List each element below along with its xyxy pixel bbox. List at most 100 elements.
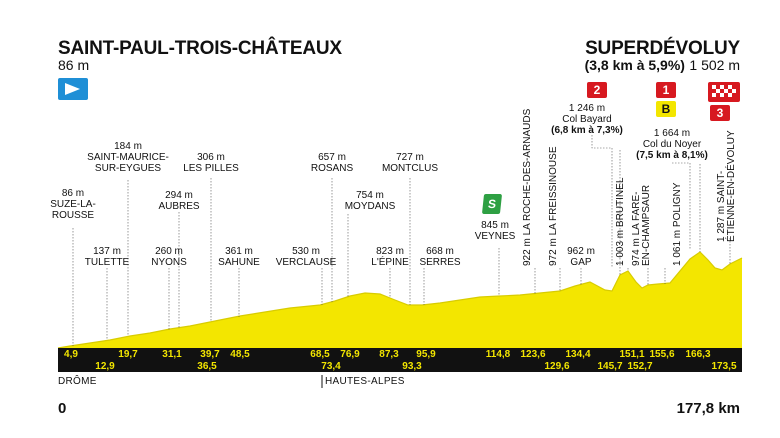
- place-altitude: 962 m: [567, 246, 595, 257]
- place-brutinel: 1 003 m BRUTINEL: [615, 178, 626, 266]
- climb-stats: (7,5 km à 8,1%): [636, 150, 708, 161]
- km-marker: 173,5: [711, 361, 737, 372]
- cat2-label: 2: [593, 83, 601, 97]
- place-altitude: 727 m: [396, 152, 424, 163]
- place-altitude: 845 m: [481, 220, 509, 231]
- finish-info: (3,8 km à 5,9%) 1 502 m: [585, 57, 740, 75]
- place-la-freissinouse: 972 m LA FREISSINOUSE: [548, 147, 559, 267]
- km-marker: 4,9: [64, 349, 78, 360]
- finish-flag-icon: [708, 82, 740, 102]
- place-lepine: 823 m L'ÉPINE: [371, 246, 408, 268]
- place-altitude: 294 m: [165, 190, 193, 201]
- place-altitude: 1 664 m: [653, 128, 691, 139]
- km-marker: 19,7: [118, 349, 138, 360]
- place-altitude: 972 m: [548, 238, 559, 266]
- start-flag-icon: [58, 78, 88, 100]
- km-marker: 114,8: [485, 349, 511, 360]
- place-les-pilles: 306 m LES PILLES: [183, 152, 239, 174]
- place-name: SAINT-MAURICE- SUR-EYGUES: [87, 152, 169, 174]
- place-saint-etienne: 1 287 m SAINT- ÉTIENNE-EN-DÉVOLUY: [716, 130, 737, 242]
- place-name: SERRES: [419, 257, 461, 268]
- place-altitude: 657 m: [318, 152, 346, 163]
- finish-altitude: 1 502 m: [689, 57, 740, 73]
- place-name: MOYDANS: [344, 201, 396, 212]
- place-col-du-noyer: 1 664 m Col du Noyer (7,5 km à 8,1%): [636, 128, 708, 161]
- km-marker: 48,5: [230, 349, 250, 360]
- place-name: MONTCLUS: [381, 163, 439, 174]
- place-name: GAP: [570, 257, 592, 268]
- start-km: 0: [58, 400, 67, 417]
- km-marker: 151,1: [619, 349, 645, 360]
- place-altitude: 1 003 m: [615, 229, 626, 266]
- start-town-title: SAINT-PAUL-TROIS-CHÂTEAUX: [58, 38, 342, 59]
- km-marker: 39,7: [200, 349, 220, 360]
- place-name: VERCLAUSE: [275, 257, 337, 268]
- km-marker: 134,4: [565, 349, 591, 360]
- place-aubres: 294 m AUBRES: [158, 190, 199, 212]
- km-marker: 95,9: [416, 349, 436, 360]
- place-nyons: 260 m NYONS: [151, 246, 187, 268]
- place-altitude: 361 m: [225, 246, 253, 257]
- km-marker: 155,6: [649, 349, 675, 360]
- place-veynes: 845 m VEYNES: [475, 220, 516, 242]
- total-distance: 177,8 km: [676, 400, 740, 417]
- region-drome: DRÔME: [58, 376, 97, 387]
- km-marker: 76,9: [340, 349, 360, 360]
- place-altitude: 754 m: [356, 190, 384, 201]
- place-serres: 668 m SERRES: [419, 246, 460, 268]
- place-altitude: 184 m: [114, 141, 142, 152]
- finish-town-title: SUPERDÉVOLUY: [585, 38, 740, 59]
- start-altitude: 86 m: [58, 57, 90, 73]
- km-scale-bar: [58, 348, 742, 372]
- km-marker: 87,3: [379, 349, 399, 360]
- place-altitude: 530 m: [292, 246, 320, 257]
- km-marker: 152,7: [627, 361, 653, 372]
- profile-area: [58, 252, 742, 348]
- place-altitude: 922 m: [522, 238, 533, 266]
- place-altitude: 306 m: [197, 152, 225, 163]
- place-altitude: 823 m: [376, 246, 404, 257]
- place-name: ROSANS: [310, 163, 354, 174]
- km-marker: 129,6: [544, 361, 570, 372]
- place-name: LES PILLES: [183, 163, 239, 174]
- km-marker: 36,5: [197, 361, 217, 372]
- place-name: SUZE-LA- ROUSSE: [50, 199, 96, 221]
- place-altitude: 668 m: [426, 246, 454, 257]
- place-altitude: 260 m: [155, 246, 183, 257]
- climb-cat2-icon: 2: [587, 82, 607, 98]
- km-marker: 166,3: [685, 349, 711, 360]
- place-name: L'ÉPINE: [371, 257, 409, 268]
- km-marker: 73,4: [321, 361, 341, 372]
- place-altitude: 1 246 m: [568, 103, 606, 114]
- place-saint-maurice: 184 m SAINT-MAURICE- SUR-EYGUES: [87, 141, 169, 174]
- place-rosans: 657 m ROSANS: [311, 152, 353, 174]
- place-sahune: 361 m SAHUNE: [218, 246, 260, 268]
- place-name: LA FREISSINOUSE: [548, 146, 559, 236]
- place-poligny: 1 061 m POLIGNY: [672, 183, 683, 266]
- finish-climb: (3,8 km à 5,9%): [584, 57, 685, 73]
- km-marker: 68,5: [310, 349, 330, 360]
- place-name: AUBRES: [158, 201, 200, 212]
- place-name: POLIGNY: [672, 182, 683, 228]
- place-name: BRUTINEL: [615, 177, 626, 228]
- place-name: Col Bayard: [562, 114, 612, 125]
- climb-stats: (6,8 km à 7,3%): [551, 125, 623, 136]
- bonus-label: B: [661, 102, 671, 116]
- place-altitude: 1 061 m: [672, 229, 683, 266]
- place-altitude: 86 m: [61, 188, 85, 199]
- place-name: Col du Noyer: [642, 139, 702, 150]
- place-name: NYONS: [151, 257, 187, 268]
- place-montclus: 727 m MONTCLUS: [382, 152, 438, 174]
- place-la-fare: 974 m LA FARE- EN-CHAMPSAUR: [631, 185, 652, 266]
- cat3-label: 3: [716, 106, 724, 120]
- place-moydans: 754 m MOYDANS: [345, 190, 396, 212]
- place-la-roche-des-arnauds: 922 m LA ROCHE-DES-ARNAUDS: [522, 109, 533, 266]
- climb-cat1-icon: 1: [656, 82, 676, 98]
- km-marker: 123,6: [520, 349, 546, 360]
- place-name: LA ROCHE-DES-ARNAUDS: [522, 108, 533, 236]
- place-tulette: 137 m TULETTE: [85, 246, 129, 268]
- km-marker: 12,9: [95, 361, 115, 372]
- place-col-bayard: 1 246 m Col Bayard (6,8 km à 7,3%): [551, 103, 623, 136]
- bonus-icon: B: [656, 101, 676, 117]
